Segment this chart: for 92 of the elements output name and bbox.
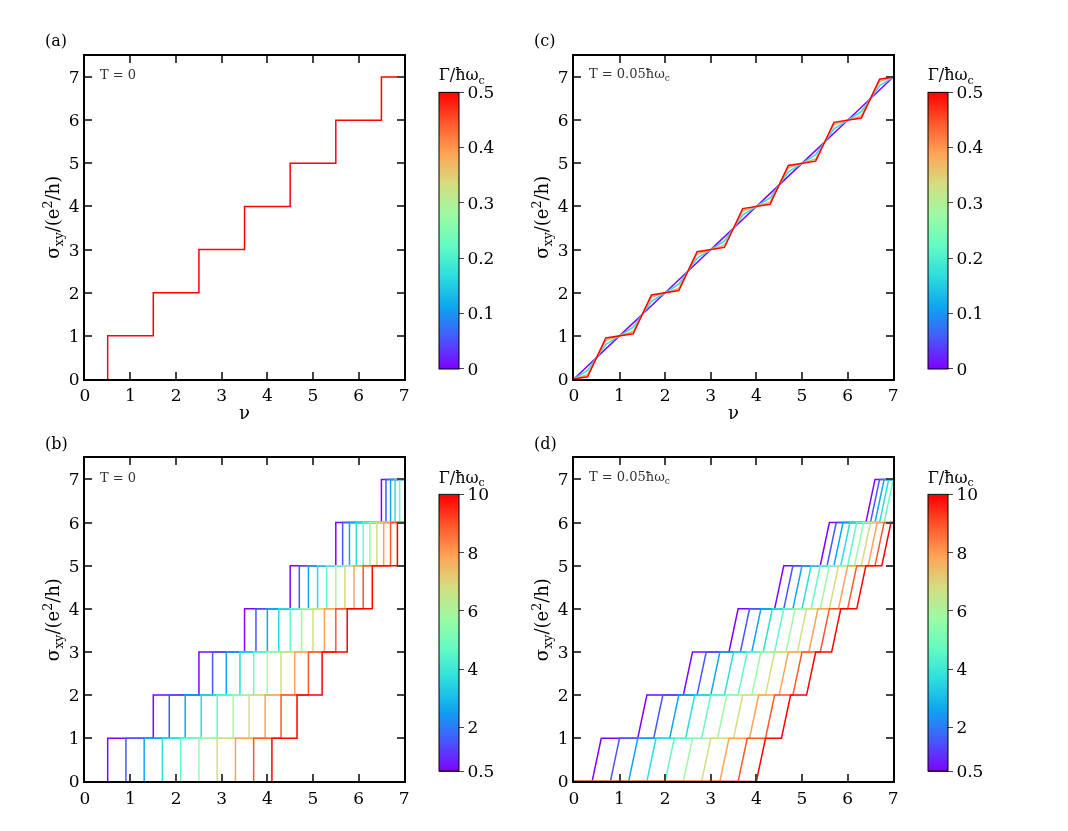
y-tick-label: 5 (557, 555, 569, 576)
x-tick-label: 6 (842, 385, 854, 406)
y-tick-label: 0 (557, 368, 569, 389)
color-bar-label: 0.5 (467, 761, 495, 782)
color-bar-label: 0.2 (956, 248, 984, 269)
y-tick-label: 1 (68, 325, 80, 346)
color-bar-label: 0.5 (956, 761, 984, 782)
y-tick-label: 0 (68, 771, 80, 792)
x-tick-label: 2 (659, 385, 671, 406)
color-bar-label: 6 (467, 600, 479, 621)
y-tick-label: 5 (68, 153, 80, 174)
x-tick-label: 3 (705, 385, 717, 406)
x-tick-label: 7 (398, 787, 410, 808)
x-tick-label: 4 (750, 385, 762, 406)
x-tick-label: 5 (796, 385, 808, 406)
x-tick-label: 4 (261, 787, 273, 808)
x-tick-label: 5 (307, 787, 319, 808)
y-tick-label: 0 (557, 771, 569, 792)
chart-title: (d) (534, 434, 557, 453)
y-tick-label: 3 (68, 239, 80, 260)
x-tick-label: 6 (353, 385, 365, 406)
color-bar-title: Γ/ħω$_{c}$ (438, 65, 485, 87)
y-tick-label: 4 (68, 196, 80, 217)
x-tick-label: 1 (125, 787, 136, 808)
color-bar-label: 0 (467, 358, 479, 379)
y-tick-label: 7 (68, 469, 80, 490)
x-tick-label: 1 (125, 385, 136, 406)
color-bar-label: 0.4 (467, 137, 495, 158)
chart-title: (a) (45, 31, 68, 50)
color-bar-label: 2 (956, 717, 968, 738)
color-bar-label: 6 (956, 600, 968, 621)
y-tick-label: 7 (68, 67, 80, 88)
y-tick-label: 0 (68, 368, 80, 389)
x-tick-label: 4 (750, 787, 762, 808)
color-bar-label: 0.1 (467, 303, 495, 324)
y-tick-label: 3 (557, 239, 569, 260)
x-tick-label: 5 (307, 385, 319, 406)
x-tick-label: 1 (614, 787, 625, 808)
y-tick-label: 4 (557, 196, 569, 217)
color-bar-label: 4 (467, 659, 479, 680)
y-tick-label: 1 (557, 325, 569, 346)
annotation: T = 0.05ħω$_{c}$ (589, 469, 670, 486)
color-bar-label: 0.4 (956, 137, 984, 158)
y-tick-label: 5 (557, 153, 569, 174)
color-bar-label: 8 (467, 542, 479, 563)
x-tick-label: 2 (659, 787, 671, 808)
y-tick-label: 6 (557, 110, 569, 131)
annotation: T = 0.05ħω$_{c}$ (589, 66, 670, 83)
y-tick-label: 6 (557, 512, 569, 533)
annotation: T = 0 (100, 470, 137, 485)
color-bar-title: Γ/ħω$_{c}$ (927, 65, 974, 87)
y-tick-label: 7 (557, 469, 569, 490)
color-bar-label: 2 (467, 717, 479, 738)
y-tick-label: 2 (557, 282, 569, 303)
y-tick-label: 2 (68, 282, 80, 303)
y-tick-label: 1 (557, 728, 569, 749)
x-tick-label: 3 (216, 787, 228, 808)
y-tick-label: 2 (68, 685, 80, 706)
y-tick-label: 4 (68, 598, 80, 619)
annotation: T = 0 (100, 67, 137, 82)
color-bar-label: 0.3 (467, 192, 495, 213)
x-tick-label: 6 (842, 787, 854, 808)
color-bar-label: 0.1 (956, 303, 984, 324)
x-tick-label: 3 (216, 385, 228, 406)
x-tick-label: 3 (705, 787, 717, 808)
color-bar-label: 0 (956, 358, 968, 379)
x-tick-label: 4 (261, 385, 273, 406)
x-tick-label: 5 (796, 787, 808, 808)
y-tick-label: 1 (68, 728, 80, 749)
y-tick-label: 3 (557, 641, 569, 662)
color-bar-label: 4 (956, 659, 968, 680)
x-tick-label: 2 (170, 787, 182, 808)
color-bar-label: 8 (956, 542, 968, 563)
x-tick-label: 7 (398, 385, 410, 406)
x-axis-title: ν (239, 401, 251, 423)
y-tick-label: 6 (68, 110, 80, 131)
y-tick-label: 2 (557, 685, 569, 706)
x-tick-label: 6 (353, 787, 365, 808)
y-tick-label: 7 (557, 67, 569, 88)
x-tick-label: 7 (887, 385, 899, 406)
color-bar-label: 0.2 (467, 248, 495, 269)
y-tick-label: 5 (68, 555, 80, 576)
y-tick-label: 4 (557, 598, 569, 619)
y-tick-label: 3 (68, 641, 80, 662)
chart-title: (c) (534, 31, 556, 50)
x-tick-label: 1 (614, 385, 625, 406)
color-bar-label: 0.3 (956, 192, 984, 213)
x-tick-label: 7 (887, 787, 899, 808)
x-tick-label: 2 (170, 385, 182, 406)
x-axis-title: ν (728, 401, 740, 423)
chart-title: (b) (45, 434, 68, 453)
y-tick-label: 6 (68, 512, 80, 533)
